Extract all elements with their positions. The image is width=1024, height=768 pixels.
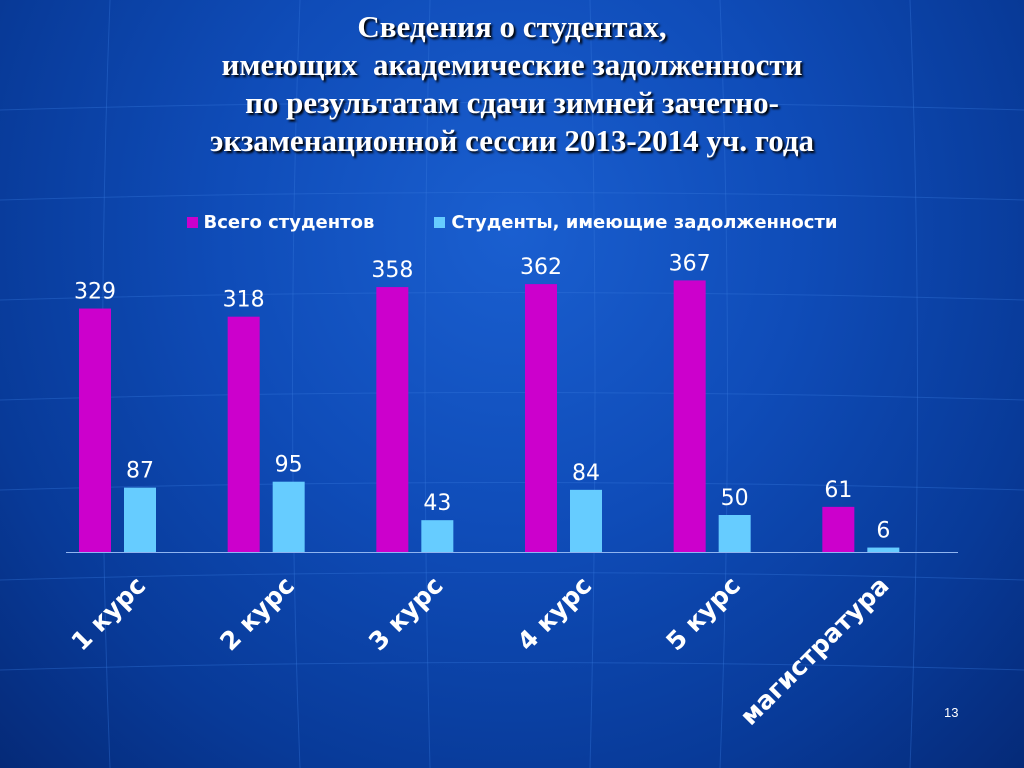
data-label-debt-4: 84: [572, 461, 600, 486]
bar-total-1: [79, 308, 111, 552]
bar-debt-3: [421, 520, 454, 552]
category-label-1: 1 курс: [66, 571, 152, 657]
category-label-4: 4 курс: [512, 571, 598, 657]
bar-total-2: [227, 316, 260, 552]
data-label-debt-6: 6: [876, 519, 890, 544]
bar-total-6: [822, 506, 855, 552]
bar-total-3: [376, 287, 409, 552]
data-label-total-5: 367: [669, 251, 711, 276]
title-line-2: имеющих академические задолженности: [221, 47, 803, 82]
title-line-3: по результатам сдачи зимней зачетно-: [245, 85, 779, 120]
title-line-1: Сведения о студентах,: [357, 9, 667, 44]
legend-label-debt: Студенты, имеющие задолженности: [451, 212, 838, 233]
bar-debt-1: [124, 487, 156, 552]
chart-legend: Всего студентов Студенты, имеющие задолж…: [0, 212, 1024, 233]
data-label-total-3: 358: [371, 258, 413, 283]
category-label-2: 2 курс: [214, 571, 300, 657]
legend-label-total: Всего студентов: [203, 212, 375, 233]
category-label-3: 3 курс: [363, 571, 449, 657]
bar-debt-2: [272, 481, 305, 552]
title-line-4: экзаменационной сессии 2013-2014 уч. год…: [209, 123, 814, 158]
data-label-total-1: 329: [74, 280, 116, 305]
data-label-debt-5: 50: [721, 486, 749, 511]
bar-debt-5: [718, 515, 751, 552]
bar-debt-4: [570, 489, 602, 552]
data-label-debt-3: 43: [423, 491, 451, 516]
category-label-5: 5 курс: [660, 571, 746, 657]
slide-number: 13: [944, 705, 959, 720]
bar-debt-6: [867, 547, 900, 552]
data-label-total-2: 318: [223, 288, 265, 313]
data-label-total-6: 61: [824, 478, 852, 503]
bar-total-5: [673, 280, 706, 552]
legend-swatch-debt: [434, 217, 446, 228]
category-label-6: магистратура: [734, 571, 894, 731]
legend-item-debt: Студенты, имеющие задолженности: [434, 212, 838, 233]
bar-total-4: [525, 284, 557, 552]
legend-swatch-total: [186, 217, 198, 228]
data-label-debt-2: 95: [275, 453, 303, 478]
data-label-total-4: 362: [520, 255, 562, 280]
data-label-debt-1: 87: [126, 459, 154, 484]
slide-title: Сведения о студентах, имеющих академичес…: [60, 8, 964, 160]
legend-item-total: Всего студентов: [186, 212, 375, 233]
